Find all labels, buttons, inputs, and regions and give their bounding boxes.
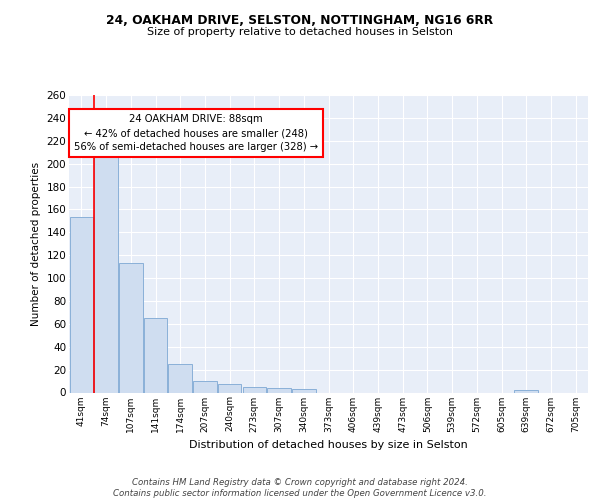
Bar: [144, 318, 167, 392]
Bar: [218, 384, 241, 392]
Bar: [242, 387, 266, 392]
X-axis label: Distribution of detached houses by size in Selston: Distribution of detached houses by size …: [189, 440, 468, 450]
Bar: [94, 152, 118, 392]
Bar: [169, 364, 192, 392]
Bar: [70, 218, 93, 392]
Bar: [193, 381, 217, 392]
Text: Size of property relative to detached houses in Selston: Size of property relative to detached ho…: [147, 27, 453, 37]
Text: 24, OAKHAM DRIVE, SELSTON, NOTTINGHAM, NG16 6RR: 24, OAKHAM DRIVE, SELSTON, NOTTINGHAM, N…: [106, 14, 494, 27]
Bar: [292, 389, 316, 392]
Bar: [514, 390, 538, 392]
Bar: [119, 263, 143, 392]
Text: 24 OAKHAM DRIVE: 88sqm
← 42% of detached houses are smaller (248)
56% of semi-de: 24 OAKHAM DRIVE: 88sqm ← 42% of detached…: [74, 114, 318, 152]
Y-axis label: Number of detached properties: Number of detached properties: [31, 162, 41, 326]
Text: Contains HM Land Registry data © Crown copyright and database right 2024.
Contai: Contains HM Land Registry data © Crown c…: [113, 478, 487, 498]
Bar: [268, 388, 291, 392]
